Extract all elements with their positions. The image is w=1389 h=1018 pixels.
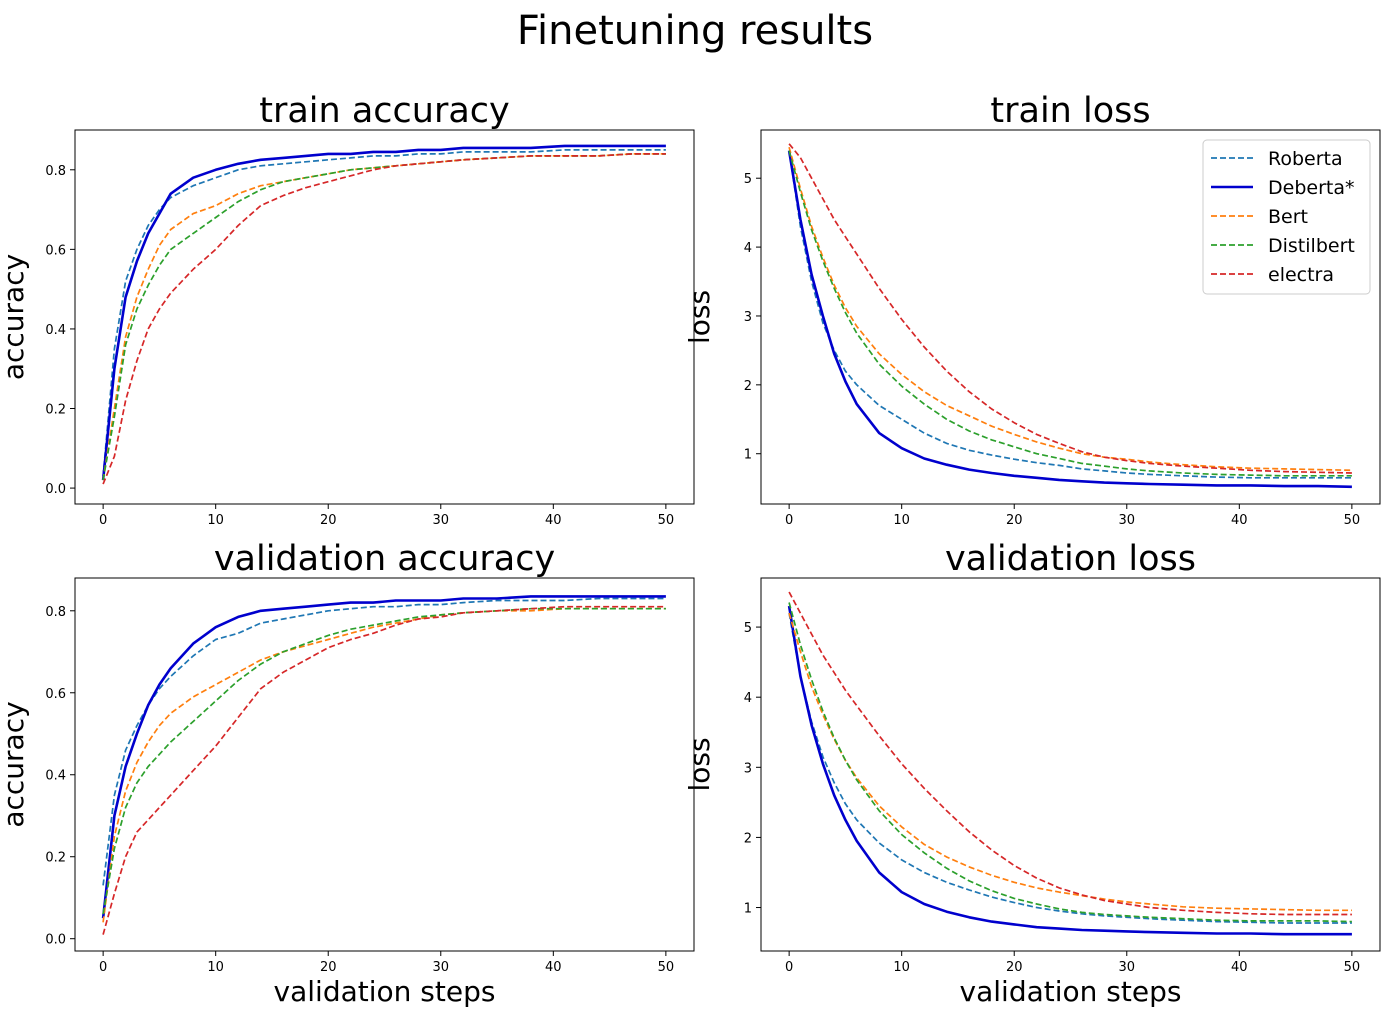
y-tick-label: 4 — [744, 691, 752, 706]
y-axis-label: loss — [683, 290, 716, 344]
x-tick-label: 0 — [785, 513, 793, 528]
plot-frame — [760, 577, 1381, 952]
series-line-roberta — [788, 150, 1352, 479]
series-line-bert — [102, 153, 666, 481]
legend-label-deberta: Deberta* — [1268, 177, 1354, 199]
y-tick-label: 2 — [744, 831, 752, 846]
series-line-deberta — [787, 150, 1352, 489]
y-tick-label: 5 — [744, 172, 752, 187]
panel-validation-accuracy: validation accuracy 0 10 20 30 40 50 0.0 0.2 0.4 0… — [0, 539, 695, 1008]
x-axis-label: validation steps — [274, 975, 496, 1008]
series-line-distilbert — [102, 607, 666, 915]
series-line-electra — [788, 591, 1352, 916]
x-tick-label: 30 — [432, 513, 449, 528]
series-line-roberta — [102, 149, 666, 477]
x-tick-label: 30 — [1118, 960, 1135, 975]
series-line-distilbert — [102, 153, 666, 481]
legend-label-bert: Bert — [1268, 206, 1308, 228]
panel-title: train loss — [990, 91, 1150, 131]
y-axis-label: accuracy — [0, 254, 30, 380]
x-axis-label: validation steps — [960, 975, 1182, 1008]
x-tick-label: 10 — [893, 960, 910, 975]
y-tick-label: 5 — [744, 621, 752, 636]
x-tick-label: 10 — [893, 513, 910, 528]
y-tick-label: 1 — [744, 902, 752, 917]
series-line-bert — [102, 607, 666, 923]
x-tick-label: 50 — [658, 513, 675, 528]
x-tick-label: 50 — [1344, 960, 1361, 975]
y-tick-label: 0.8 — [45, 605, 66, 620]
series-line-bert — [788, 146, 1352, 472]
panel-validation-loss: validation loss 0 10 20 30 40 50 1 2 3 4 5 loss valid… — [683, 539, 1381, 1008]
y-tick-label: 0.2 — [45, 851, 66, 866]
legend-label-roberta: Roberta — [1268, 148, 1343, 170]
x-tick-label: 0 — [785, 960, 793, 975]
x-tick-label: 40 — [545, 960, 562, 975]
x-tick-label: 50 — [658, 960, 675, 975]
plot-frame — [74, 577, 695, 952]
x-tick-label: 20 — [320, 513, 337, 528]
series-line-distilbert — [788, 602, 1352, 923]
series-line-electra — [102, 605, 666, 935]
legend-box — [1202, 139, 1371, 295]
series-line-deberta — [101, 595, 666, 919]
y-tick-label: 0.0 — [45, 933, 66, 948]
x-tick-label: 30 — [432, 960, 449, 975]
y-tick-label: 1 — [744, 448, 752, 463]
y-tick-label: 0.4 — [45, 323, 66, 338]
panel-title: train accuracy — [259, 91, 510, 131]
y-tick-label: 4 — [744, 241, 752, 256]
x-tick-label: 20 — [1006, 513, 1023, 528]
y-axis-label: loss — [683, 737, 716, 791]
x-tick-label: 0 — [99, 513, 107, 528]
x-tick-label: 20 — [320, 960, 337, 975]
series-line-distilbert — [788, 150, 1352, 477]
y-tick-label: 0.8 — [45, 164, 66, 179]
series-line-deberta — [101, 144, 666, 481]
y-tick-label: 0.6 — [45, 687, 66, 702]
x-tick-label: 40 — [545, 513, 562, 528]
x-tick-label: 0 — [99, 960, 107, 975]
x-tick-label: 30 — [1118, 513, 1135, 528]
x-tick-label: 10 — [207, 513, 224, 528]
y-tick-label: 0.2 — [45, 403, 66, 418]
series-line-electra — [102, 153, 666, 485]
panel-title: validation accuracy — [214, 539, 555, 579]
y-tick-label: 3 — [744, 761, 752, 776]
x-tick-label: 40 — [1231, 513, 1248, 528]
plot-frame — [760, 129, 1381, 505]
legend-label-distilbert: Distilbert — [1268, 235, 1355, 257]
y-tick-label: 0.0 — [45, 482, 66, 497]
panel-train-accuracy: train accuracy 0 10 20 30 40 50 0.0 0.2 0.4 0.6 0.8… — [0, 91, 695, 528]
legend: Roberta Deberta* Bert Distilbert electra — [1202, 139, 1371, 295]
y-axis-label: accuracy — [0, 701, 30, 827]
figure-title: Finetuning results — [517, 8, 873, 54]
panel-train-loss: train loss 0 10 20 30 40 50 1 2 3 4 5 loss — [683, 91, 1381, 528]
y-tick-label: 2 — [744, 379, 752, 394]
y-tick-label: 3 — [744, 310, 752, 325]
plot-frame — [74, 129, 695, 505]
series-line-roberta — [102, 597, 666, 886]
legend-label-electra: electra — [1268, 264, 1334, 286]
x-tick-label: 20 — [1006, 960, 1023, 975]
series-line-electra — [788, 143, 1352, 474]
x-tick-label: 50 — [1344, 513, 1361, 528]
x-tick-label: 10 — [207, 960, 224, 975]
series-line-roberta — [788, 612, 1352, 924]
panel-title: validation loss — [945, 539, 1196, 579]
y-tick-label: 0.4 — [45, 769, 66, 784]
y-tick-label: 0.6 — [45, 243, 66, 258]
series-line-deberta — [787, 605, 1352, 936]
x-tick-label: 40 — [1231, 960, 1248, 975]
